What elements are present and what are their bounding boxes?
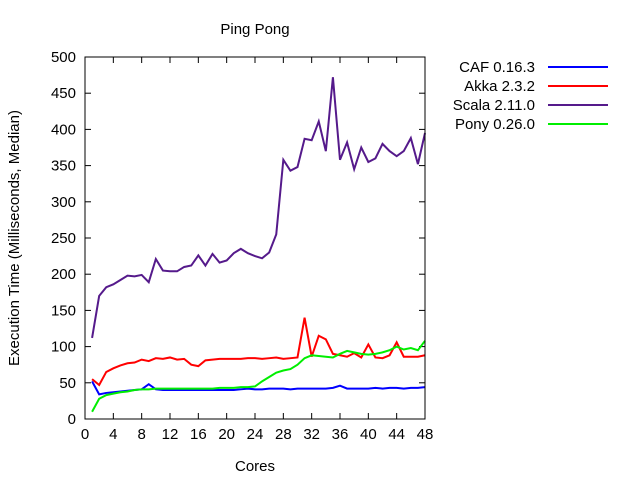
legend-label-akka: Akka 2.3.2 [464, 78, 535, 95]
y-tick-label: 200 [51, 266, 76, 283]
legend-label-pony: Pony 0.26.0 [455, 116, 535, 133]
x-tick-label: 40 [360, 426, 377, 443]
x-tick-label: 24 [247, 426, 264, 443]
series-line-caf [91, 380, 426, 396]
y-tick-label: 150 [51, 302, 76, 319]
y-tick-label: 300 [51, 194, 76, 211]
x-tick-label: 44 [388, 426, 405, 443]
legend-label-scala: Scala 2.11.0 [453, 97, 535, 114]
legend-label-caf: CAF 0.16.3 [459, 59, 535, 76]
x-axis-label: Cores [235, 458, 275, 475]
x-tick-label: 4 [109, 426, 117, 443]
x-tick-label: 12 [162, 426, 179, 443]
x-tick-label: 28 [275, 426, 292, 443]
x-tick-label: 8 [137, 426, 145, 443]
y-tick-label: 250 [51, 230, 76, 247]
x-tick-label: 0 [81, 426, 89, 443]
plot-frame [84, 56, 426, 420]
y-tick-label: 400 [51, 121, 76, 138]
y-tick-label: 0 [68, 411, 76, 428]
x-tick-label: 20 [218, 426, 235, 443]
chart-title: Ping Pong [220, 21, 289, 38]
x-tick-label: 16 [190, 426, 207, 443]
series-line-pony [91, 340, 426, 413]
y-axis-label: Execution Time (Milliseconds, Median) [6, 110, 23, 366]
y-tick-label: 350 [51, 158, 76, 175]
x-tick-label: 32 [303, 426, 320, 443]
series-line-scala [91, 77, 426, 339]
y-tick-label: 50 [59, 375, 76, 392]
y-tick-label: 450 [51, 85, 76, 102]
x-tick-label: 36 [332, 426, 349, 443]
y-tick-label: 100 [51, 339, 76, 356]
y-tick-label: 500 [51, 49, 76, 66]
x-tick-label: 48 [417, 426, 434, 443]
series-line-akka [91, 317, 426, 387]
